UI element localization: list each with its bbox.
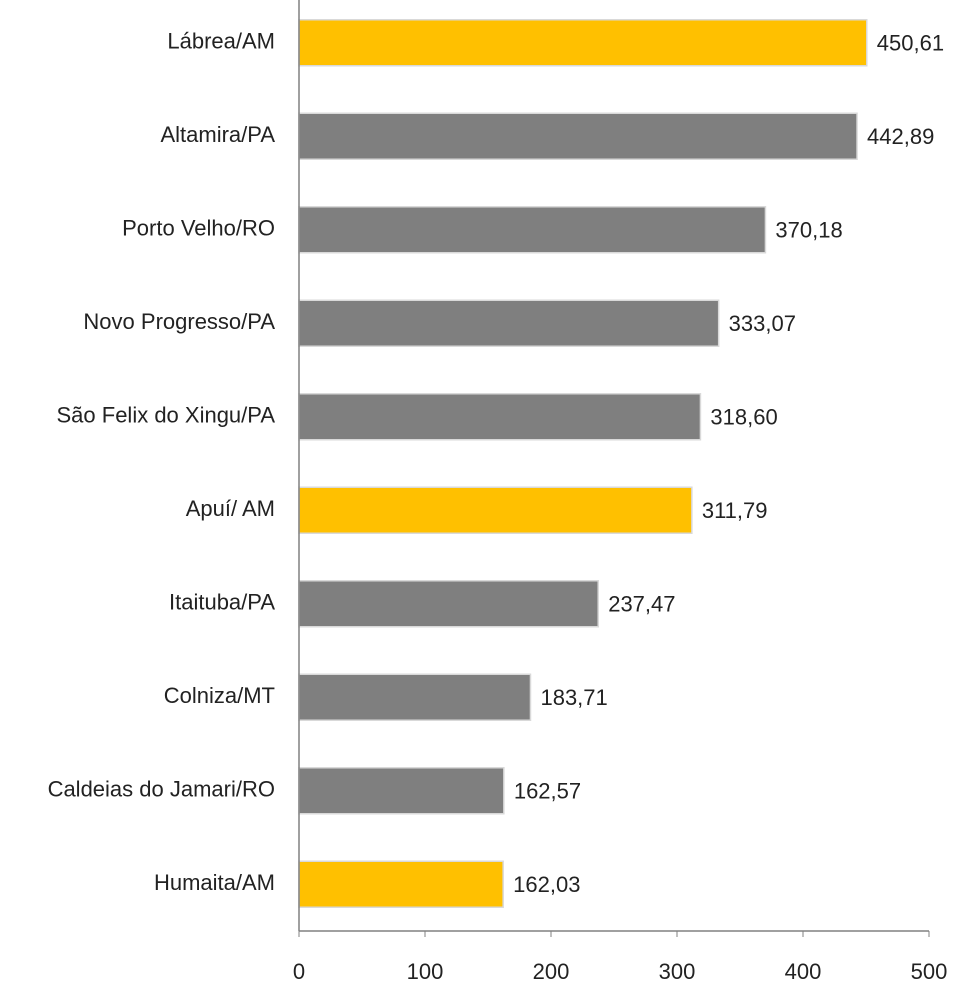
value-label: 162,57 — [514, 779, 581, 804]
value-label: 183,71 — [540, 685, 607, 710]
bar — [298, 673, 532, 721]
y-tick-label: Apuí/ AM — [186, 496, 275, 521]
bar — [298, 299, 720, 347]
y-tick-label: Caldeias do Jamari/RO — [48, 777, 275, 802]
x-tick-label: 0 — [293, 959, 305, 984]
x-tick-label: 500 — [911, 959, 948, 984]
bar — [298, 767, 505, 815]
y-tick-label: Itaituba/PA — [169, 590, 275, 615]
bar — [298, 206, 767, 254]
value-label: 318,60 — [710, 405, 777, 430]
bar — [298, 860, 504, 908]
y-tick-label: São Felix do Xingu/PA — [57, 403, 276, 428]
value-label: 333,07 — [729, 311, 796, 336]
bar — [298, 486, 693, 534]
y-tick-label: Porto Velho/RO — [122, 216, 275, 241]
y-tick-label: Colniza/MT — [164, 683, 275, 708]
value-label: 442,89 — [867, 124, 934, 149]
y-tick-label: Altamira/PA — [160, 122, 275, 147]
value-label: 450,61 — [877, 31, 944, 56]
bar — [298, 393, 702, 441]
x-tick-label: 300 — [659, 959, 696, 984]
value-label: 237,47 — [608, 592, 675, 617]
x-tick-label: 400 — [785, 959, 822, 984]
x-tick-label: 100 — [407, 959, 444, 984]
y-tick-label: Lábrea/AM — [167, 29, 275, 54]
x-tick-label: 200 — [533, 959, 570, 984]
y-tick-label: Humaita/AM — [154, 870, 275, 895]
value-label: 162,03 — [513, 872, 580, 897]
y-tick-label: Novo Progresso/PA — [83, 309, 275, 334]
value-label: 370,18 — [775, 218, 842, 243]
value-label: 311,79 — [702, 498, 768, 523]
bar — [298, 580, 599, 628]
bar — [298, 19, 868, 67]
bar — [298, 112, 858, 160]
